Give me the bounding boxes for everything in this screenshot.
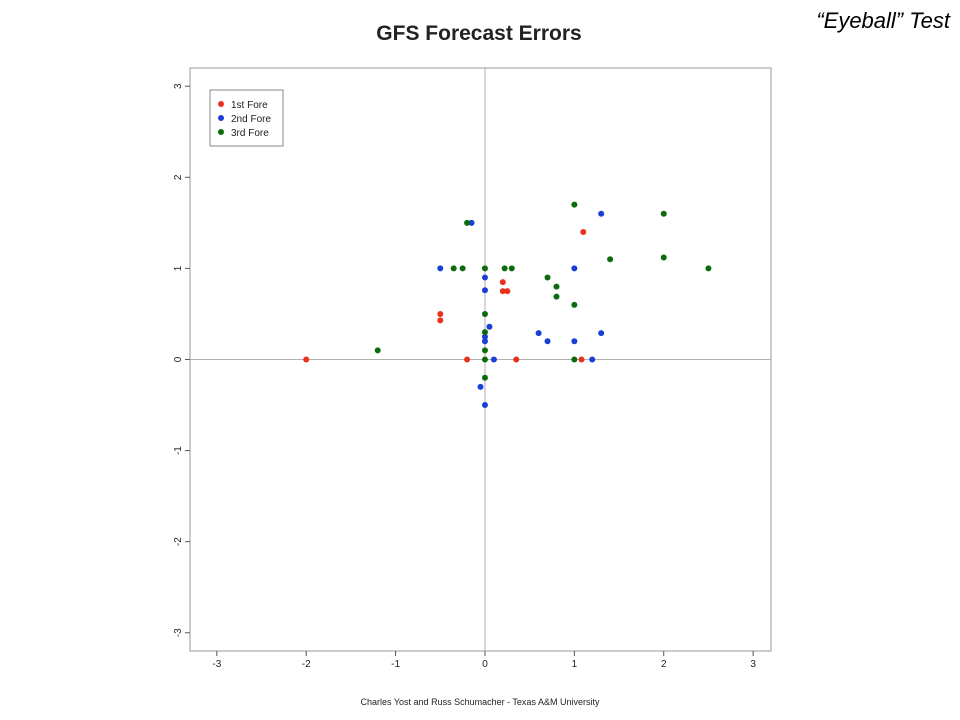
data-point-series-3	[459, 265, 466, 272]
data-point-series-2	[481, 333, 488, 340]
y-tick-label: 1	[173, 265, 184, 271]
data-point-series-3	[450, 265, 457, 272]
data-point-series-2	[598, 210, 605, 217]
points-layer	[303, 201, 712, 409]
y-tick-label: 3	[173, 83, 184, 89]
x-tick-label: -2	[302, 659, 311, 670]
data-point-series-2	[481, 338, 488, 345]
axis-layer: -3 -2 -1 0 1 2 3 -3 -2 -1 0 1 2 3	[173, 83, 756, 670]
data-point-series-3	[660, 254, 667, 261]
y-tick-label: 2	[173, 174, 184, 180]
data-point-series-1	[578, 356, 585, 363]
data-point-series-3	[571, 201, 578, 208]
x-tick-label: 0	[482, 659, 488, 670]
legend-label: 2nd Fore	[231, 114, 271, 125]
data-point-series-2	[589, 356, 596, 363]
data-point-series-3	[481, 347, 488, 354]
data-point-series-3	[464, 219, 471, 226]
legend-marker	[218, 115, 224, 121]
y-tick-label: -2	[173, 537, 184, 546]
data-point-series-3	[571, 301, 578, 308]
slide-corner-label: “Eyeball” Test	[816, 8, 950, 33]
chart-title-text: GFS Forecast Errors	[376, 22, 582, 45]
data-point-series-2	[437, 265, 444, 272]
data-point-series-1	[513, 356, 520, 363]
data-point-series-3	[607, 256, 614, 263]
x-tick-label: 1	[572, 659, 578, 670]
legend-label: 3rd Fore	[231, 128, 269, 139]
legend-marker	[218, 129, 224, 135]
data-point-series-3	[481, 356, 488, 363]
data-point-series-2	[598, 330, 605, 337]
data-point-series-2	[571, 338, 578, 345]
data-point-series-1	[504, 288, 511, 295]
plot-frame-layer	[189, 67, 772, 652]
data-point-series-2	[571, 265, 578, 272]
data-point-series-1	[437, 317, 444, 324]
x-tick-label: -1	[391, 659, 400, 670]
y-tick-label: -1	[173, 446, 184, 455]
data-point-series-2	[481, 287, 488, 294]
chart-title: GFS Forecast Errors	[0, 22, 960, 46]
data-point-series-2	[490, 356, 497, 363]
data-point-series-1	[499, 288, 506, 295]
data-point-series-3	[508, 265, 515, 272]
data-point-series-2	[535, 330, 542, 337]
data-point-series-1	[580, 228, 587, 235]
legend: 1st Fore 2nd Fore 3rd Fore	[209, 89, 284, 147]
credit-footer: Charles Yost and Russ Schumacher - Texas…	[360, 697, 600, 707]
data-point-series-2	[477, 383, 484, 390]
data-point-series-2	[468, 219, 475, 226]
data-point-series-2	[481, 402, 488, 409]
y-tick-label: -3	[173, 628, 184, 637]
data-point-series-3	[553, 293, 560, 300]
data-point-series-1	[437, 310, 444, 317]
y-tick-label: 0	[173, 356, 184, 362]
data-point-series-3	[571, 356, 578, 363]
data-point-series-3	[481, 310, 488, 317]
data-point-series-2	[481, 274, 488, 281]
x-tick-label: 3	[750, 659, 756, 670]
data-point-series-1	[464, 356, 471, 363]
data-point-series-3	[501, 265, 508, 272]
data-point-series-1	[499, 279, 506, 286]
legend-label: 1st Fore	[231, 100, 268, 111]
data-point-series-3	[705, 265, 712, 272]
data-point-series-2	[544, 338, 551, 345]
data-point-series-3	[374, 347, 381, 354]
data-point-series-3	[481, 265, 488, 272]
legend-marker	[218, 101, 224, 107]
data-point-series-3	[481, 374, 488, 381]
data-point-series-3	[660, 210, 667, 217]
data-point-series-1	[303, 356, 310, 363]
data-point-series-3	[481, 329, 488, 336]
data-point-series-3	[544, 274, 551, 281]
data-point-series-3	[553, 283, 560, 290]
x-tick-label: -3	[212, 659, 221, 670]
x-tick-label: 2	[661, 659, 667, 670]
data-point-series-2	[486, 323, 493, 330]
